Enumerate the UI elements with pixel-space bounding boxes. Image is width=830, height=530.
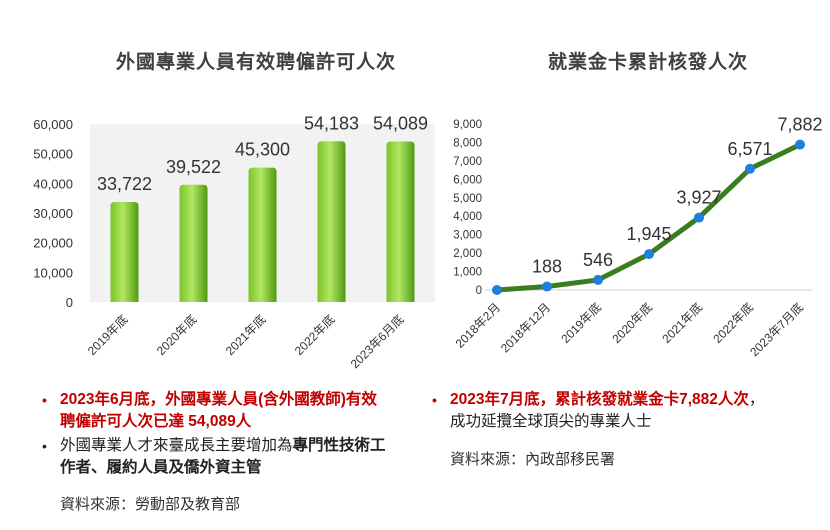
line-value-label: 6,571 <box>727 139 772 159</box>
right-source: 資料來源：內政部移民署 <box>450 451 616 468</box>
bar-x-tick-label: 2019年底 <box>84 312 130 358</box>
line-value-label: 1,945 <box>626 224 671 244</box>
line-plot-area <box>485 124 815 292</box>
line-x-tick-label: 2018年2月 <box>453 300 503 350</box>
bar-y-tick-label: 20,000 <box>33 236 73 251</box>
bar-value-label: 45,300 <box>235 140 290 160</box>
line-marker <box>644 249 654 260</box>
bar <box>110 201 139 302</box>
line-marker <box>745 163 755 174</box>
line-value-label: 188 <box>532 257 562 277</box>
bar-y-tick-label: 60,000 <box>33 117 73 132</box>
line-y-tick-label: 3,000 <box>453 230 482 242</box>
line-value-label: 546 <box>583 250 613 270</box>
line-marker <box>694 212 704 223</box>
bar-value-label: 39,522 <box>166 157 221 177</box>
bar-x-tick-label: 2022年底 <box>291 312 337 358</box>
bar-value-label: 54,183 <box>304 113 359 133</box>
line-value-label: 3,927 <box>676 188 721 208</box>
line-y-tick-label: 7,000 <box>453 156 482 168</box>
line-chart-title: 就業金卡累計核發人次 <box>548 52 749 73</box>
left-note-1: • 2023年6月底，外國專業人員(含外國教師)有效聘僱許可人次已達 54,08… <box>42 389 387 433</box>
line-x-tick-label: 2021年底 <box>659 300 705 346</box>
left-note-2-plain: 外國專業人才來臺成長主要增加為 <box>60 437 293 454</box>
line-x-tick-label: 2023年7月底 <box>746 300 806 360</box>
line-marker <box>492 285 502 295</box>
line-y-tick-label: 9,000 <box>453 119 482 131</box>
left-source: 資料來源：勞動部及教育部 <box>60 496 241 513</box>
bar-y-tick-label: 40,000 <box>33 176 73 191</box>
left-note-2: • 外國專業人才來臺成長主要增加為專門性技術工作者、履約人員及僑外資主管 <box>42 435 387 479</box>
line-x-tick-label: 2022年底 <box>710 300 756 346</box>
bar-y-tick-label: 10,000 <box>33 265 73 280</box>
bar-y-tick-label: 50,000 <box>33 147 73 162</box>
line-value-label: 7,882 <box>777 115 822 135</box>
bar <box>386 141 415 302</box>
line-y-tick-label: 5,000 <box>453 193 482 205</box>
bullet-icon: • <box>42 392 47 408</box>
bullet-icon: • <box>42 438 47 454</box>
right-note-1-plain: ，成功延攬全球頂尖的專業人士 <box>450 391 765 430</box>
bar-y-tick-label: 30,000 <box>33 206 73 221</box>
bar <box>179 184 208 302</box>
line-y-tick-label: 2,000 <box>453 248 482 260</box>
line-marker <box>795 139 805 150</box>
bar-x-tick-label: 2023年6月底 <box>347 312 407 372</box>
line-marker <box>593 274 603 285</box>
right-note-1-red: 2023年7月底，累計核發就業金卡7,882人次 <box>450 391 749 408</box>
line-y-tick-label: 8,000 <box>453 137 482 149</box>
charts-canvas: 0 10,000 20,000 30,000 40,000 50,000 60,000 33,… <box>33 113 822 372</box>
line-x-tick-label: 2018年12月 <box>498 300 553 355</box>
bar-value-label: 54,089 <box>373 114 428 134</box>
bar-value-label: 33,722 <box>97 174 152 194</box>
line-y-tick-label: 0 <box>476 285 482 297</box>
line-x-tick-label: 2020年底 <box>609 300 655 346</box>
line-x-tick-label: 2019年底 <box>558 300 604 346</box>
right-note-1: • 2023年7月底，累計核發就業金卡7,882人次，成功延攬全球頂尖的專業人士 <box>432 389 777 433</box>
bar-chart-title: 外國專業人員有效聘僱許可人次 <box>116 52 397 73</box>
line-marker <box>542 281 552 292</box>
bar-x-tick-label: 2021年底 <box>222 312 268 358</box>
bar <box>248 167 277 302</box>
bar <box>317 141 346 302</box>
left-note-2-bold: 專門性技術工作者、履約人員及僑外資主管 <box>60 437 386 476</box>
bar-y-tick-label: 0 <box>66 295 73 310</box>
left-note-1-text: 2023年6月底，外國專業人員(含外國教師)有效聘僱許可人次已達 54,089人 <box>60 391 377 430</box>
line-y-tick-label: 6,000 <box>453 174 482 186</box>
line-y-tick-label: 1,000 <box>453 267 482 279</box>
line-y-tick-label: 4,000 <box>453 211 482 223</box>
bar-x-tick-label: 2020年底 <box>153 312 199 358</box>
bullet-icon: • <box>432 392 437 408</box>
